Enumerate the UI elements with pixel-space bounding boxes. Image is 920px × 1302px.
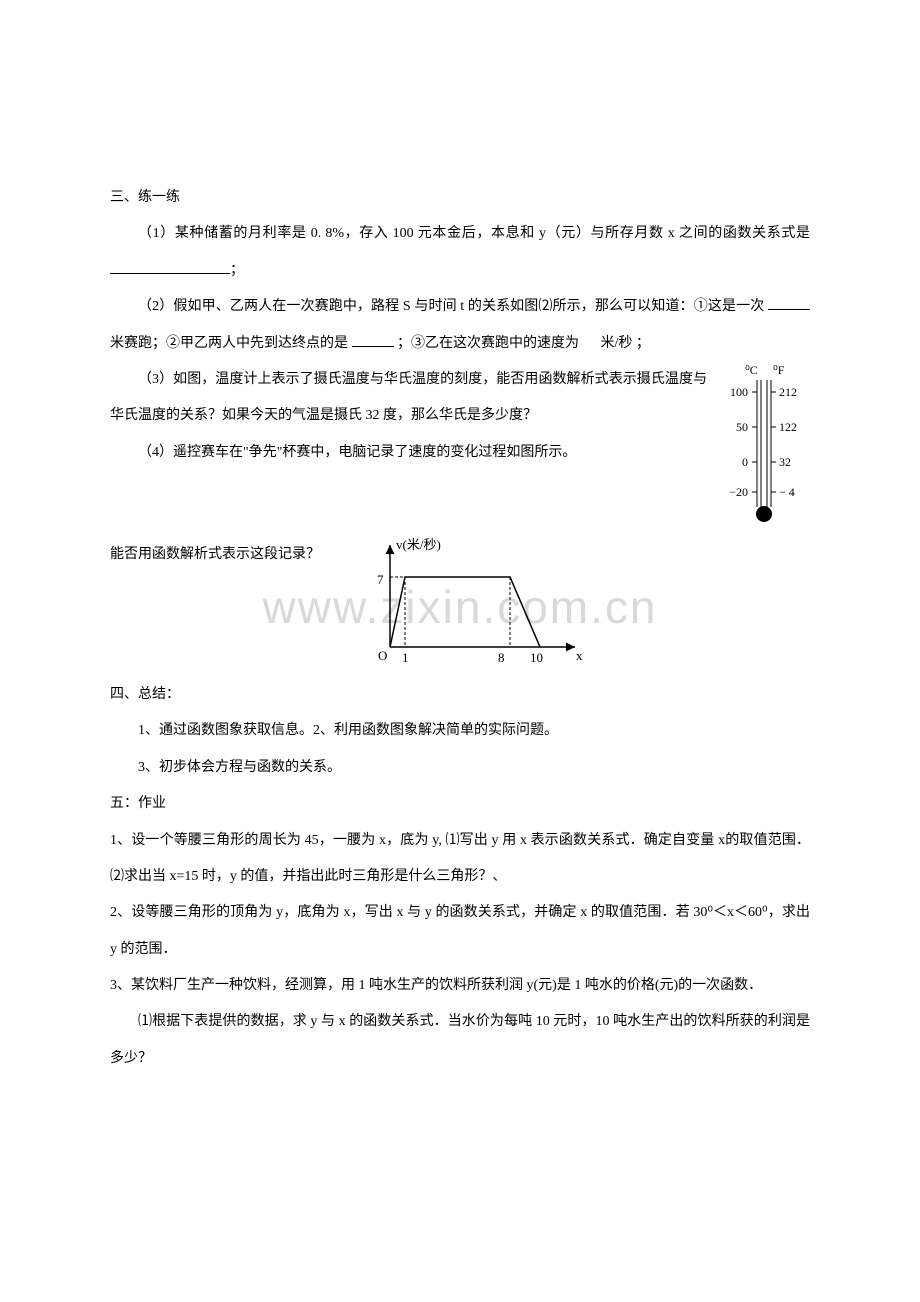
q4-row: 能否用函数解析式表示这段记录？ v(米/秒) x O 7 1 8 bbox=[110, 537, 810, 677]
q2d: 米/秒 ； bbox=[601, 336, 650, 351]
q1-tail: ； bbox=[230, 263, 244, 278]
fahrenheit-label: ⁰F bbox=[773, 363, 785, 377]
sec4-l2: 3、初步体会方程与函数的关系。 bbox=[110, 750, 810, 786]
y-axis-label: v(米/秒) bbox=[396, 537, 441, 552]
sec3-q2: （2）假如甲、乙两人在一次赛跑中，路程 S 与时间 t 的关系如图⑵所示，那么可… bbox=[110, 289, 810, 362]
q2-blank1 bbox=[768, 295, 810, 310]
x-tick-8: 8 bbox=[498, 650, 505, 665]
sec5-q2: 2、设等腰三角形的顶角为 y，底角为 x，写出 x 与 y 的函数关系式，并确定… bbox=[110, 895, 810, 968]
sec3-heading: 三、练一练 bbox=[110, 180, 810, 216]
f-tick-122: 122 bbox=[779, 420, 797, 434]
c-tick-n20: −20 bbox=[729, 485, 748, 499]
x-tick-1: 1 bbox=[402, 650, 409, 665]
q2b: 米赛跑；②甲乙两人中先到达终点的是 bbox=[110, 336, 348, 351]
sec3-q1: （1）某种储蓄的月利率是 0. 8%，存入 100 元本金后，本息和 y（元）与… bbox=[110, 216, 810, 289]
f-tick-212: 212 bbox=[779, 385, 797, 399]
q3-row: （3）如图，温度计上表示了摄氏温度与华氏温度的刻度，能否用函数解析式表示摄氏温度… bbox=[110, 362, 810, 537]
c-tick-100: 100 bbox=[730, 385, 748, 399]
sec5-q3b: ⑴根据下表提供的数据，求 y 与 x 的函数关系式．当水价为每吨 10 元时，1… bbox=[110, 1004, 810, 1077]
f-tick-32: 32 bbox=[779, 455, 791, 469]
c-tick-50: 50 bbox=[736, 420, 748, 434]
q1-blank bbox=[110, 258, 230, 273]
sec3-q4a: （4）遥控赛车在"争先"杯赛中，电脑记录了速度的变化过程如图所示。 bbox=[110, 435, 707, 471]
celsius-label: ⁰C bbox=[745, 363, 758, 377]
thermometer-figure: ⁰C ⁰F 100 50 0 −20 bbox=[715, 362, 810, 537]
sec5-q1: 1、设一个等腰三角形的周长为 45，一腰为 x，底为 y, ⑴写出 y 用 x … bbox=[110, 823, 810, 896]
q2-blank2 bbox=[352, 331, 394, 346]
page-content: 三、练一练 （1）某种储蓄的月利率是 0. 8%，存入 100 元本金后，本息和… bbox=[110, 180, 810, 1077]
x-tick-10: 10 bbox=[530, 650, 543, 665]
y-tick-7: 7 bbox=[377, 572, 384, 587]
sec4-l1: 1、通过函数图象获取信息。2、利用函数图象解决简单的实际问题。 bbox=[110, 713, 810, 749]
q2a: （2）假如甲、乙两人在一次赛跑中，路程 S 与时间 t 的关系如图⑵所示，那么可… bbox=[138, 299, 764, 314]
sec5-heading: 五：作业 bbox=[110, 786, 810, 822]
velocity-chart: v(米/秒) x O 7 1 8 10 bbox=[360, 537, 590, 677]
sec4-heading: 四、总结： bbox=[110, 677, 810, 713]
q1-text: （1）某种储蓄的月利率是 0. 8%，存入 100 元本金后，本息和 y（元）与… bbox=[138, 226, 810, 241]
q2c: ；③乙在这次赛跑中的速度为 bbox=[397, 336, 579, 351]
sec5-q3: 3、某饮料厂生产一种饮料，经测算，用 1 吨水生产的饮料所获利润 y(元)是 1… bbox=[110, 968, 810, 1004]
f-tick-n4: − 4 bbox=[779, 485, 795, 499]
sec3-q4b: 能否用函数解析式表示这段记录？ bbox=[110, 537, 320, 573]
origin-label: O bbox=[378, 648, 387, 663]
sec3-q3: （3）如图，温度计上表示了摄氏温度与华氏温度的刻度，能否用函数解析式表示摄氏温度… bbox=[110, 362, 707, 435]
x-axis-label: x bbox=[576, 648, 583, 663]
c-tick-0: 0 bbox=[742, 455, 748, 469]
